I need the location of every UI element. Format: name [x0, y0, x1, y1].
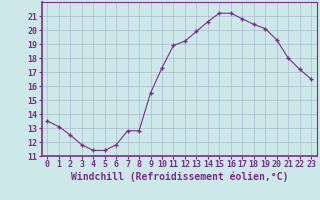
X-axis label: Windchill (Refroidissement éolien,°C): Windchill (Refroidissement éolien,°C): [70, 172, 288, 182]
